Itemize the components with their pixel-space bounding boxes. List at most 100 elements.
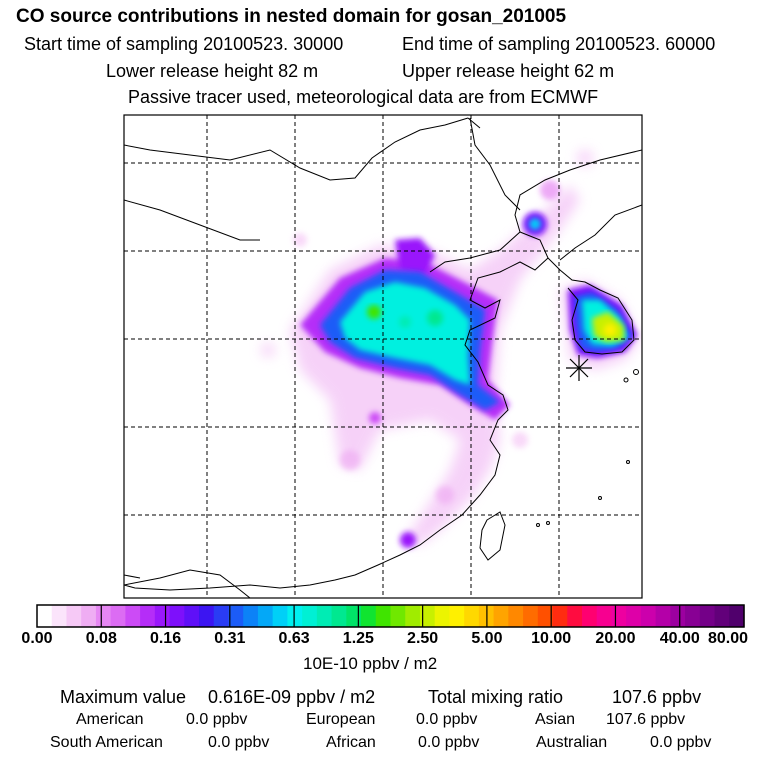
lower-release-height: Lower release height 82 m (106, 61, 319, 81)
colorbar-cell (287, 605, 303, 627)
colorbar-cell (125, 605, 141, 627)
receptor-star-icon (566, 355, 592, 381)
taiwan-island (479, 511, 506, 561)
colorbar-cell (552, 605, 568, 627)
colorbar-cell (375, 605, 392, 627)
region-value: 0.0 ppbv (416, 711, 478, 728)
colorbar-tick-label: 2.50 (407, 630, 439, 647)
map-frame (123, 114, 643, 599)
colorbar-cell (154, 605, 171, 627)
colorbar-cell (523, 605, 539, 627)
japan-islet (623, 377, 629, 383)
tracer-note: Passive tracer used, meteorological data… (128, 87, 599, 107)
colorbar-dividers (100, 605, 681, 627)
colorbar-tick-label: 5.00 (471, 630, 503, 647)
colorbar-cell (699, 605, 716, 627)
plume-violet-spot (400, 532, 416, 548)
border-line (124, 117, 521, 598)
region-name: African (326, 734, 376, 751)
colorbar-cell (213, 605, 230, 627)
colorbar-tick-label: 10.00 (531, 630, 572, 647)
plume-pink-spot (340, 450, 360, 470)
colorbar-tick-label: 0.08 (85, 630, 117, 647)
total-mixing-label: Total mixing ratio (428, 687, 564, 707)
japan-islet (633, 369, 639, 375)
colorbar-cell (611, 605, 627, 627)
region-value: 0.0 ppbv (418, 734, 480, 751)
plume-green-spot (399, 316, 411, 328)
colorbar-tick-label: 40.00 (659, 630, 700, 647)
plume-blue-spot (529, 218, 541, 230)
colorbar-tick-label: 0.00 (21, 630, 53, 647)
colorbar-cell (316, 605, 333, 627)
colorbar-cell (655, 605, 671, 627)
colorbar-cell (361, 605, 377, 627)
colorbar-cell (66, 605, 82, 627)
plume-violet-spot (369, 412, 381, 424)
upper-release-height: Upper release height 62 m (402, 61, 615, 81)
colorbar-tick-label: 20.00 (595, 630, 636, 647)
colorbar-cell (434, 605, 451, 627)
colorbar-cell (464, 605, 480, 627)
colorbar-cell (405, 605, 421, 627)
colorbar-cell (714, 605, 730, 627)
plume-green-spot (367, 305, 381, 319)
colorbar-tick-label: 80.00 (707, 630, 749, 647)
colorbar-cell (508, 605, 524, 627)
plume-pink-spot (293, 233, 307, 247)
region-value: 0.0 ppbv (208, 734, 270, 751)
plume-violet-top (395, 238, 435, 275)
ryukyu-islet (626, 460, 630, 464)
colorbar-cell (449, 605, 465, 627)
colorbar-cells (37, 605, 745, 627)
region-value: 0.0 ppbv (186, 711, 248, 728)
region-name: American (76, 711, 144, 728)
colorbar-cell (51, 605, 68, 627)
colorbar-cell (581, 605, 598, 627)
colorbar-cell (243, 605, 259, 627)
colorbar-cell (419, 605, 436, 627)
colorbar-cell (390, 605, 406, 627)
coastline-manchuria (514, 149, 642, 261)
colorbar-cell (169, 605, 185, 627)
region-name: Asian (535, 711, 576, 728)
hainan-coast (124, 574, 141, 579)
colorbar-cell (670, 605, 686, 627)
plume-pink-spot (540, 180, 560, 200)
colorbar-units: 10E-10 ppbv / m2 (303, 654, 438, 673)
colorbar-cell (567, 605, 583, 627)
colorbar-cell (257, 605, 274, 627)
plume-pink-spot (436, 486, 454, 504)
max-value: 0.616E-09 ppbv / m2 (208, 687, 376, 707)
colorbar-tick-label: 1.25 (342, 630, 374, 647)
ryukyu-islet (598, 496, 602, 500)
end-sampling-time: End time of sampling 20100523. 60000 (402, 34, 716, 54)
chart-title: CO source contributions in nested domain… (16, 6, 567, 27)
colorbar-cell (685, 605, 701, 627)
colorbar-cell (140, 605, 156, 627)
plume-pink-spot (512, 432, 528, 448)
colorbar-cell (729, 605, 745, 627)
colorbar-cell (331, 605, 347, 627)
total-mixing-value: 107.6 ppbv (612, 687, 702, 707)
colorbar-cell (493, 605, 509, 627)
plume-yellow-spot (604, 324, 616, 336)
region-name: European (306, 711, 376, 728)
colorbar-tick-label: 0.31 (214, 630, 246, 647)
start-sampling-time: Start time of sampling 20100523. 30000 (24, 34, 344, 54)
colorbar-cell (184, 605, 200, 627)
colorbar-cell (37, 605, 53, 627)
colorbar-cell (95, 605, 112, 627)
coastline-bohai (124, 231, 549, 591)
colorbar-frame (36, 604, 745, 628)
plume-halo-spot (577, 150, 593, 166)
colorbar-cell (110, 605, 126, 627)
graticule (124, 115, 642, 598)
max-value-label: Maximum value (60, 687, 187, 707)
colorbar-tick-label: 0.16 (149, 630, 182, 647)
colorbar-cell (640, 605, 657, 627)
colorbar-cell (81, 605, 97, 627)
ryukyu-islet (536, 523, 540, 527)
